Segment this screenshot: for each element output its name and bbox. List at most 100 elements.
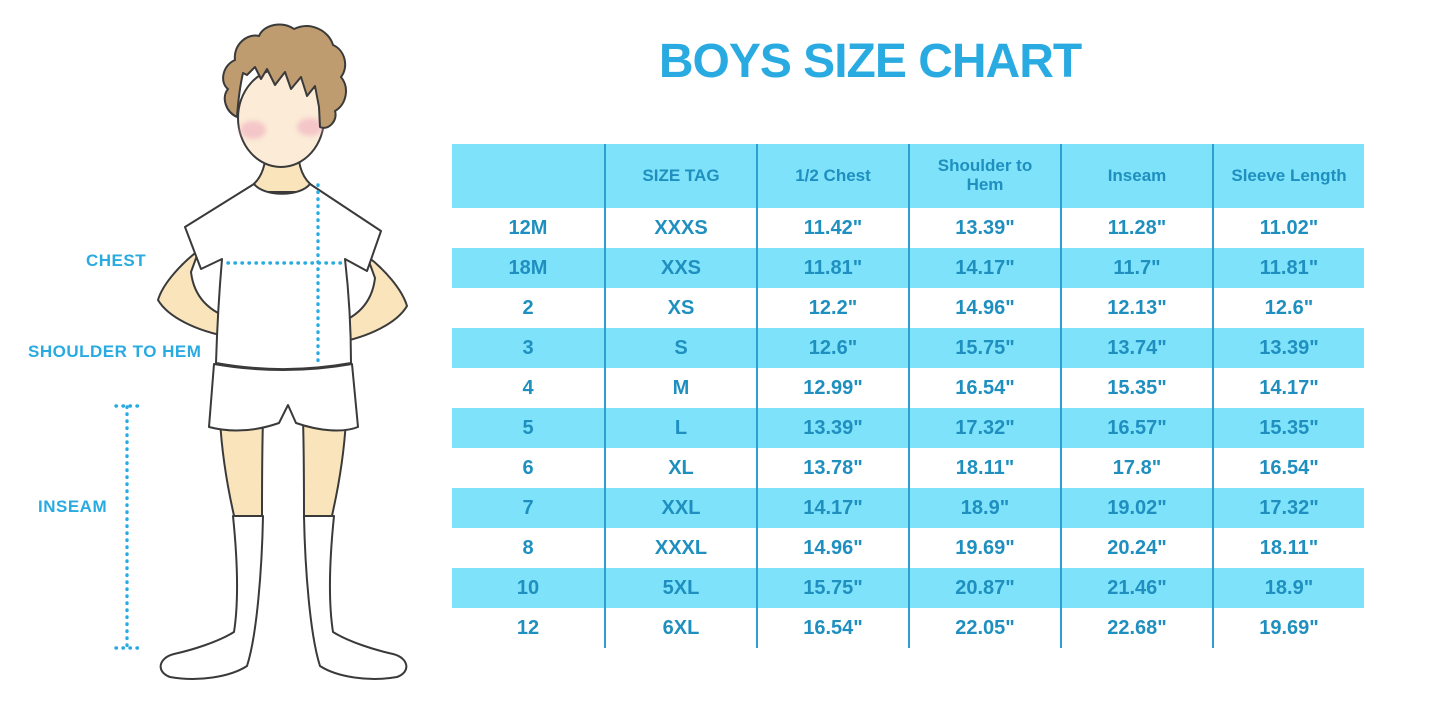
table-cell: 14.96" xyxy=(908,288,1060,328)
table-row: 4 M 12.99" 16.54" 15.35" 14.17" xyxy=(452,368,1364,408)
table-cell: 20.24" xyxy=(1060,528,1212,568)
table-cell: 12.2" xyxy=(756,288,908,328)
table-cell: 16.54" xyxy=(1212,448,1364,488)
table-cell: 19.69" xyxy=(1212,608,1364,648)
table-cell: 13.74" xyxy=(1060,328,1212,368)
table-cell: 14.96" xyxy=(756,528,908,568)
table-cell: XXXL xyxy=(604,528,756,568)
boy-tshirt xyxy=(184,183,382,370)
table-cell: M xyxy=(604,368,756,408)
header-cell: Shoulder to Hem xyxy=(908,144,1060,208)
blush-left xyxy=(240,121,266,139)
boy-left-sock xyxy=(159,515,264,680)
table-cell: 19.69" xyxy=(908,528,1060,568)
table-cell: 12 xyxy=(516,617,540,639)
table-cell: 12.99" xyxy=(756,368,908,408)
header-cell: 1/2 Chest xyxy=(756,144,908,208)
boy-right-sock xyxy=(303,515,408,680)
table-body: 12M XXXS 11.42" 13.39" 11.28" 11.02" 18M XXS 11.… xyxy=(452,208,1364,648)
table-row: 6 XL 13.78" 18.11" 17.8" 16.54" xyxy=(452,448,1364,488)
table-cell: 13.39" xyxy=(1212,328,1364,368)
table-cell: 15.35" xyxy=(1060,368,1212,408)
table-cell: 20.87" xyxy=(908,568,1060,608)
table-row: 3 S 12.6" 15.75" 13.74" 13.39" xyxy=(452,328,1364,368)
table-cell: 18.9" xyxy=(1212,568,1364,608)
table-cell: 14.17" xyxy=(756,488,908,528)
table-cell: 21.46" xyxy=(1060,568,1212,608)
table-cell: 12.6" xyxy=(756,328,908,368)
table-cell: 14.17" xyxy=(908,248,1060,288)
table-cell: 11.81" xyxy=(756,248,908,288)
table-cell: 3 xyxy=(522,337,534,359)
header-cell xyxy=(452,144,604,208)
blush-right xyxy=(297,118,323,136)
boy-hair xyxy=(222,23,347,129)
table-row: 8 XXXL 14.96" 19.69" 20.24" 18.11" xyxy=(452,528,1364,568)
table-cell: 15.35" xyxy=(1212,408,1364,448)
boy-right-leg xyxy=(301,419,348,522)
table-cell: 4 xyxy=(522,377,534,399)
table-header-row: SIZE TAG 1/2 Chest Shoulder to Hem Inseam Sl… xyxy=(452,144,1364,208)
table-cell: 22.05" xyxy=(908,608,1060,648)
inseam-label: INSEAM xyxy=(38,497,108,516)
table-cell: S xyxy=(604,328,756,368)
table-cell: 17.32" xyxy=(908,408,1060,448)
table-cell: 18.11" xyxy=(1212,528,1364,568)
table-cell: 16.54" xyxy=(908,368,1060,408)
chest-label: CHEST xyxy=(86,251,147,270)
table-row: 10 5XL 15.75" 20.87" 21.46" 18.9" xyxy=(452,568,1364,608)
table-cell: 16.57" xyxy=(1060,408,1212,448)
table-cell: XXXS xyxy=(604,208,756,248)
boy-left-arm xyxy=(157,249,237,338)
header-cell: Inseam xyxy=(1060,144,1212,208)
table-cell: 17.8" xyxy=(1060,448,1212,488)
size-chart-table: SIZE TAG 1/2 Chest Shoulder to Hem Inseam Sl… xyxy=(452,144,1364,648)
table-row: 7 XXL 14.17" 18.9" 19.02" 17.32" xyxy=(452,488,1364,528)
table-cell: XXL xyxy=(604,488,756,528)
table-cell: 15.75" xyxy=(908,328,1060,368)
table-cell: 11.81" xyxy=(1212,248,1364,288)
table-cell: 22.68" xyxy=(1060,608,1212,648)
table-cell: 18M xyxy=(508,257,548,279)
table-cell: 7 xyxy=(522,497,534,519)
table-cell: 8 xyxy=(522,537,534,559)
table-cell: 19.02" xyxy=(1060,488,1212,528)
table-cell: XS xyxy=(604,288,756,328)
table-cell: 13.78" xyxy=(756,448,908,488)
table-cell: 13.39" xyxy=(756,408,908,448)
table-cell: 6XL xyxy=(604,608,756,648)
table-cell: 5 xyxy=(522,417,534,439)
table-cell: XL xyxy=(604,448,756,488)
table-row: 18M XXS 11.81" 14.17" 11.7" 11.81" xyxy=(452,248,1364,288)
table-cell: 12.6" xyxy=(1212,288,1364,328)
table-cell: 11.02" xyxy=(1212,208,1364,248)
table-cell: 13.39" xyxy=(908,208,1060,248)
table-cell: 12M xyxy=(508,217,548,239)
page-title: BOYS SIZE CHART xyxy=(658,35,1082,88)
table-cell: 10 xyxy=(516,577,540,599)
table-cell: XXS xyxy=(604,248,756,288)
header-cell: Sleeve Length xyxy=(1212,144,1364,208)
table-cell: 11.7" xyxy=(1060,248,1212,288)
table-cell: L xyxy=(604,408,756,448)
table-cell: 11.28" xyxy=(1060,208,1212,248)
table-cell: 16.54" xyxy=(756,608,908,648)
table-cell: 18.9" xyxy=(908,488,1060,528)
table-row: 2 XS 12.2" 14.96" 12.13" 12.6" xyxy=(452,288,1364,328)
boy-shorts xyxy=(208,363,359,432)
table-cell: 2 xyxy=(522,297,534,319)
table-cell: 6 xyxy=(522,457,534,479)
boy-illustration xyxy=(114,23,408,680)
table-cell: 18.11" xyxy=(908,448,1060,488)
boy-left-leg xyxy=(218,419,265,522)
table-row: 5 L 13.39" 17.32" 16.57" 15.35" xyxy=(452,408,1364,448)
table-cell: 12.13" xyxy=(1060,288,1212,328)
table-row: 12M XXXS 11.42" 13.39" 11.28" 11.02" xyxy=(452,208,1364,248)
shoulder-to-hem-label: SHOULDER TO HEM xyxy=(28,342,202,361)
header-cell: SIZE TAG xyxy=(604,144,756,208)
table-cell: 5XL xyxy=(604,568,756,608)
table-cell: 14.17" xyxy=(1212,368,1364,408)
table-cell: 15.75" xyxy=(756,568,908,608)
table-row: 12 6XL 16.54" 22.05" 22.68" 19.69" xyxy=(452,608,1364,648)
